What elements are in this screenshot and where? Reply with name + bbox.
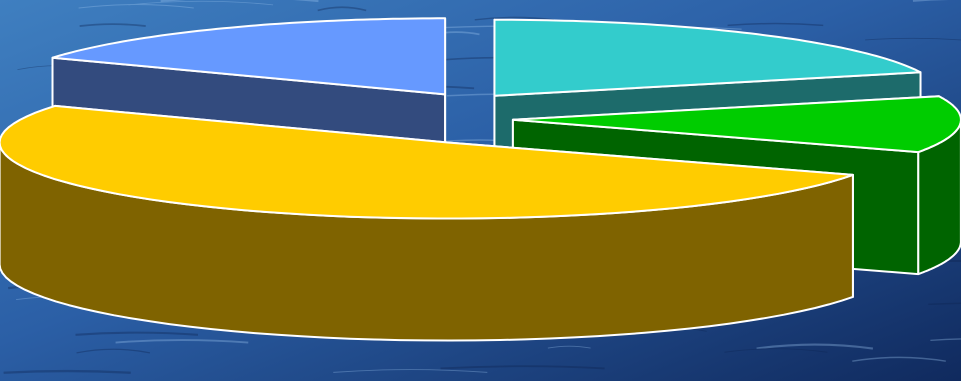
- pie-slice-3-top: [511, 95, 961, 154]
- pie-slice-4-top: [0, 104, 854, 220]
- pie-slice-1-top: [51, 17, 447, 96]
- pie-slice-4: [0, 104, 854, 342]
- pie-slice-2-top: [493, 18, 922, 97]
